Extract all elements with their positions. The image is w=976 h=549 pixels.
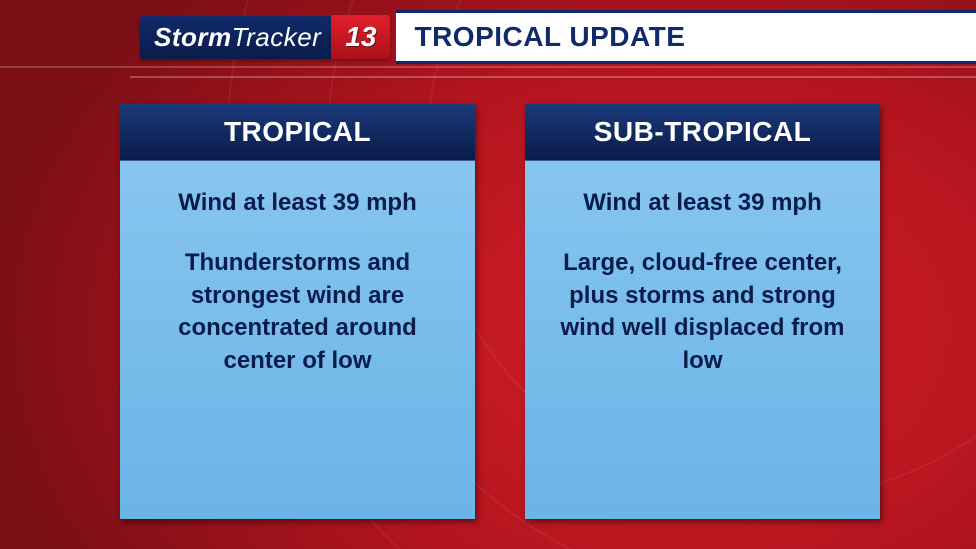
logo-word-storm: Storm — [154, 22, 232, 53]
divider-line — [0, 66, 976, 68]
panel-description: Large, cloud-free center, plus storms an… — [545, 247, 860, 377]
title-strip: TROPICAL UPDATE — [396, 10, 976, 64]
logo-text-box: StormTracker — [140, 16, 331, 59]
panel-heading: SUB-TROPICAL — [525, 104, 880, 161]
weather-graphic-background: StormTracker 13 TROPICAL UPDATE TROPICAL… — [0, 0, 976, 549]
panel-heading: TROPICAL — [120, 104, 475, 161]
comparison-panels: TROPICAL Wind at least 39 mph Thundersto… — [120, 104, 880, 519]
graphic-title: TROPICAL UPDATE — [414, 21, 685, 53]
divider-line — [130, 76, 976, 78]
header-bar: StormTracker 13 TROPICAL UPDATE — [0, 10, 976, 64]
panel-wind-line: Wind at least 39 mph — [545, 187, 860, 219]
logo-word-tracker: Tracker — [232, 22, 322, 53]
panel-body: Wind at least 39 mph Thunderstorms and s… — [120, 161, 475, 519]
panel-subtropical: SUB-TROPICAL Wind at least 39 mph Large,… — [525, 104, 880, 519]
panel-body: Wind at least 39 mph Large, cloud-free c… — [525, 161, 880, 519]
panel-wind-line: Wind at least 39 mph — [140, 187, 455, 219]
logo-channel-number: 13 — [331, 15, 390, 59]
panel-tropical: TROPICAL Wind at least 39 mph Thundersto… — [120, 104, 475, 519]
stormtracker-logo: StormTracker 13 — [140, 10, 390, 64]
panel-description: Thunderstorms and strongest wind are con… — [140, 247, 455, 377]
